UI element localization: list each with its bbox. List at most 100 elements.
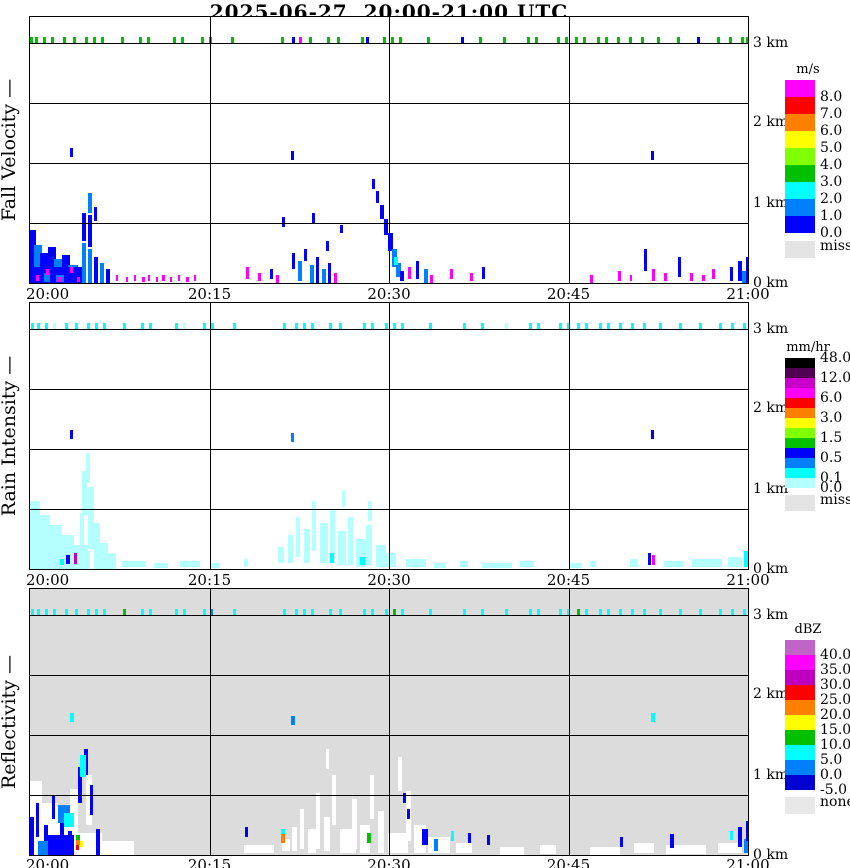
data-mark — [746, 37, 748, 43]
time-tick-label: 21:00 — [726, 285, 770, 303]
reflectivity-time-axis: 20:00 20:15 20:30 20:45 21:00 — [26, 856, 770, 868]
time-tick-label: 20:00 — [26, 285, 70, 303]
legend-color-box — [785, 97, 815, 114]
data-mark — [659, 323, 662, 329]
data-mark — [44, 825, 48, 855]
data-mark — [87, 609, 90, 615]
data-mark — [717, 37, 720, 43]
data-mark — [599, 323, 602, 329]
legend-color-box — [785, 368, 815, 378]
data-mark — [210, 609, 213, 615]
data-mark — [183, 323, 186, 329]
data-mark — [339, 609, 342, 615]
data-mark — [360, 557, 365, 565]
data-mark — [96, 829, 100, 855]
data-mark — [95, 609, 98, 615]
data-mark — [599, 609, 602, 615]
legend-color-box — [785, 760, 815, 775]
data-mark — [30, 817, 34, 855]
data-mark — [245, 827, 248, 837]
data-mark — [401, 323, 404, 329]
data-mark — [641, 37, 644, 43]
data-mark — [103, 323, 106, 329]
legend-value-label: 5.0 — [820, 140, 843, 156]
data-mark — [276, 275, 279, 283]
data-mark — [376, 191, 379, 203]
data-mark — [203, 609, 206, 615]
reflectivity-axis-title: Reflectivity — — [0, 654, 20, 790]
data-mark — [156, 277, 158, 282]
data-mark — [134, 275, 136, 281]
data-mark — [64, 813, 74, 827]
data-mark — [94, 523, 100, 569]
legend-miss-label: miss — [820, 238, 850, 254]
data-mark — [324, 817, 330, 851]
data-mark — [718, 843, 742, 853]
data-mark — [481, 323, 484, 329]
gridline-horizontal — [30, 43, 748, 44]
data-mark — [370, 775, 374, 819]
data-mark — [330, 509, 335, 563]
data-mark — [399, 37, 402, 43]
height-tick-label: 1 km — [753, 481, 789, 497]
legend-color-box — [785, 715, 815, 730]
data-mark — [719, 323, 722, 329]
data-mark — [295, 609, 298, 615]
data-mark — [178, 275, 180, 281]
legend-value-label: 3.0 — [820, 174, 843, 190]
legend-color-box — [785, 478, 815, 488]
gridline-vertical — [569, 303, 570, 569]
data-mark — [278, 547, 284, 563]
legend-miss-box — [785, 241, 815, 258]
rain-intensity-height-axis: 3 km 2 km 1 km 0 km — [753, 303, 813, 577]
data-mark — [37, 323, 40, 329]
data-mark — [356, 539, 366, 567]
data-mark — [30, 230, 36, 283]
data-mark — [281, 829, 285, 834]
time-tick-label: 20:15 — [187, 571, 232, 589]
data-mark — [567, 323, 570, 329]
data-mark — [388, 233, 393, 251]
height-tick-label: 0 km — [753, 847, 789, 863]
legend-value-label: 25.0 — [820, 692, 850, 708]
data-mark — [175, 323, 178, 329]
legend-color-box — [785, 148, 815, 165]
data-mark — [82, 243, 86, 283]
height-tick-label: 1 km — [753, 195, 789, 211]
data-mark — [461, 37, 464, 43]
legend-value-label: 0.1 — [820, 470, 843, 486]
data-mark — [657, 37, 660, 43]
data-mark — [619, 609, 622, 615]
data-mark — [126, 277, 128, 282]
data-mark — [396, 263, 401, 277]
fall-velocity-time-axis: 20:00 20:15 20:30 20:45 21:00 — [26, 285, 770, 303]
data-mark — [43, 37, 46, 43]
data-mark — [398, 757, 402, 791]
data-mark — [149, 323, 152, 329]
data-mark — [729, 37, 732, 43]
data-mark — [342, 491, 345, 507]
data-mark — [88, 193, 92, 213]
data-mark — [311, 609, 314, 615]
data-mark — [31, 609, 34, 615]
reflectivity-plot — [29, 588, 749, 856]
data-mark — [210, 563, 220, 568]
data-mark — [746, 821, 748, 841]
legend-title: mm/hr — [786, 340, 830, 355]
data-mark — [664, 561, 684, 567]
legend-value-label: 6.0 — [820, 390, 843, 406]
data-mark — [363, 323, 366, 329]
data-mark — [76, 840, 80, 845]
data-mark — [692, 559, 722, 567]
data-mark — [422, 829, 428, 845]
time-tick-label: 20:00 — [26, 571, 70, 589]
data-mark — [58, 277, 61, 282]
data-mark — [535, 37, 538, 43]
data-mark — [334, 273, 337, 283]
data-mark — [303, 323, 306, 329]
data-mark — [743, 609, 746, 615]
data-mark — [427, 37, 430, 43]
legend-color-box — [785, 199, 815, 216]
legend-color-box — [785, 358, 815, 368]
data-mark — [82, 213, 86, 241]
